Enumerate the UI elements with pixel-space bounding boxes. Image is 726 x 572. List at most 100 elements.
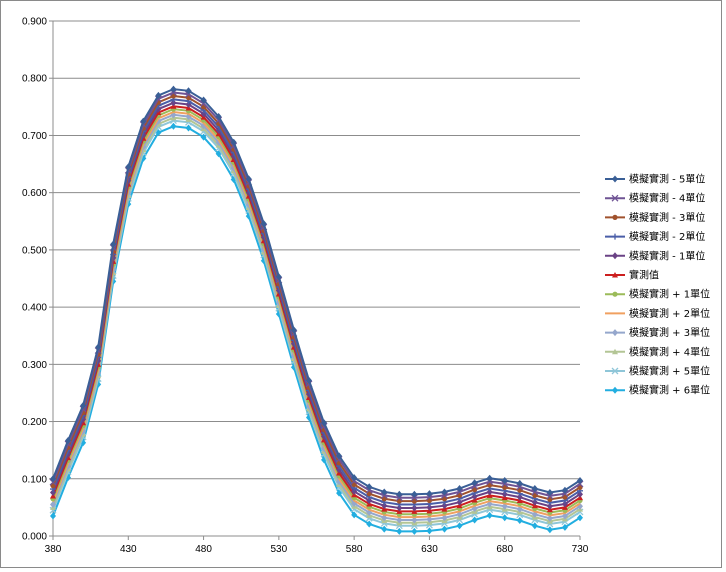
data-point <box>381 502 388 510</box>
y-tick-label: 0.400 <box>22 303 47 314</box>
data-point <box>396 516 403 524</box>
y-axis-tick-labels: 0.000 0.100 0.200 0.300 0.400 0.500 0.600 0.700… <box>22 17 47 543</box>
series-4 <box>50 96 583 508</box>
data-point <box>290 326 297 334</box>
legend-item: 模擬實測 - 5單位 <box>605 173 705 186</box>
data-point <box>381 525 388 533</box>
data-point <box>245 175 252 183</box>
data-point <box>516 517 523 525</box>
data-point <box>336 452 343 460</box>
x-tick-label: 730 <box>572 544 589 555</box>
data-point <box>577 476 583 484</box>
data-point <box>80 402 87 410</box>
data-point <box>501 490 508 498</box>
data-point <box>110 240 117 248</box>
data-point <box>366 483 373 491</box>
data-point <box>200 133 207 141</box>
legend-label: 模擬實測 + 1單位 <box>629 288 710 301</box>
data-point <box>426 503 433 511</box>
y-tick-label: 0.200 <box>22 417 47 428</box>
legend-label: 模擬實測 + 5單位 <box>629 365 710 378</box>
data-point <box>411 504 418 512</box>
data-point <box>351 474 358 482</box>
data-point <box>50 501 56 509</box>
data-point <box>471 479 478 487</box>
data-point <box>546 489 553 497</box>
data-point <box>546 502 553 510</box>
data-point <box>155 91 162 99</box>
data-point <box>140 117 147 125</box>
data-point <box>381 488 388 496</box>
legend-marker <box>612 233 618 240</box>
data-point <box>516 493 523 501</box>
data-point <box>546 514 553 522</box>
axes <box>49 20 581 540</box>
legend-item: 模擬實測 - 1單位 <box>605 249 705 262</box>
x-axis-tick-labels: 380 430 480 530 580 630 680 730 <box>45 544 589 555</box>
y-tick-label: 0.900 <box>22 17 47 28</box>
data-point <box>531 522 538 530</box>
data-point <box>230 138 237 146</box>
legend-label: 模擬實測 + 2單位 <box>629 307 710 320</box>
data-point <box>471 493 478 501</box>
legend-marker <box>612 291 618 297</box>
data-point <box>200 96 207 104</box>
data-point <box>546 526 553 534</box>
data-point <box>396 527 403 535</box>
legend-marker <box>612 175 618 183</box>
legend-marker <box>612 252 618 260</box>
legend-marker <box>612 386 618 394</box>
x-tick-label: 580 <box>346 544 363 555</box>
legend-item: 模擬實測 + 5單位 <box>605 365 710 378</box>
data-point <box>411 490 418 498</box>
y-tick-label: 0.800 <box>22 74 47 85</box>
data-point <box>185 124 192 132</box>
data-point <box>170 122 177 130</box>
data-point <box>321 419 328 427</box>
x-tick-label: 430 <box>120 544 137 555</box>
data-point <box>577 514 583 522</box>
legend-label: 模擬實測 - 5單位 <box>629 173 705 186</box>
series-line <box>52 91 581 499</box>
data-point <box>426 527 433 535</box>
legend-label: 模擬實測 - 4單位 <box>629 192 705 205</box>
legend-item: 模擬實測 - 2單位 <box>605 230 705 243</box>
data-point <box>561 500 568 508</box>
data-point <box>275 273 282 281</box>
data-point <box>441 502 448 510</box>
legend-item: 模擬實測 - 4單位 <box>605 192 705 205</box>
data-point <box>185 87 192 95</box>
legend-label: 模擬實測 - 1單位 <box>629 249 705 262</box>
legend-label: 模擬實測 + 4單位 <box>629 345 710 358</box>
gridlines <box>53 20 580 537</box>
legend-marker <box>611 194 619 202</box>
data-point <box>50 475 56 483</box>
data-point <box>215 126 222 134</box>
series-group <box>49 85 584 535</box>
legend-marker <box>612 272 618 278</box>
data-point <box>531 498 538 506</box>
data-point <box>426 515 433 523</box>
y-tick-label: 0.100 <box>22 474 47 485</box>
y-tick-label: 0.500 <box>22 245 47 256</box>
data-point <box>125 163 132 171</box>
data-point <box>50 489 56 497</box>
data-point <box>170 85 177 93</box>
legend-item: 模擬實測 + 6單位 <box>605 384 710 397</box>
data-point <box>456 498 463 506</box>
series-1 <box>50 85 583 498</box>
data-point <box>396 490 403 498</box>
data-point <box>516 479 523 487</box>
series-line <box>52 105 581 513</box>
legend-label: 模擬實測 + 6單位 <box>629 384 710 397</box>
data-point <box>411 527 418 535</box>
x-tick-label: 530 <box>271 544 288 555</box>
data-point <box>486 511 493 519</box>
data-point <box>456 485 463 493</box>
data-point <box>215 113 222 121</box>
legend-item: 模擬實測 + 4單位 <box>605 345 710 358</box>
data-point <box>486 474 493 482</box>
